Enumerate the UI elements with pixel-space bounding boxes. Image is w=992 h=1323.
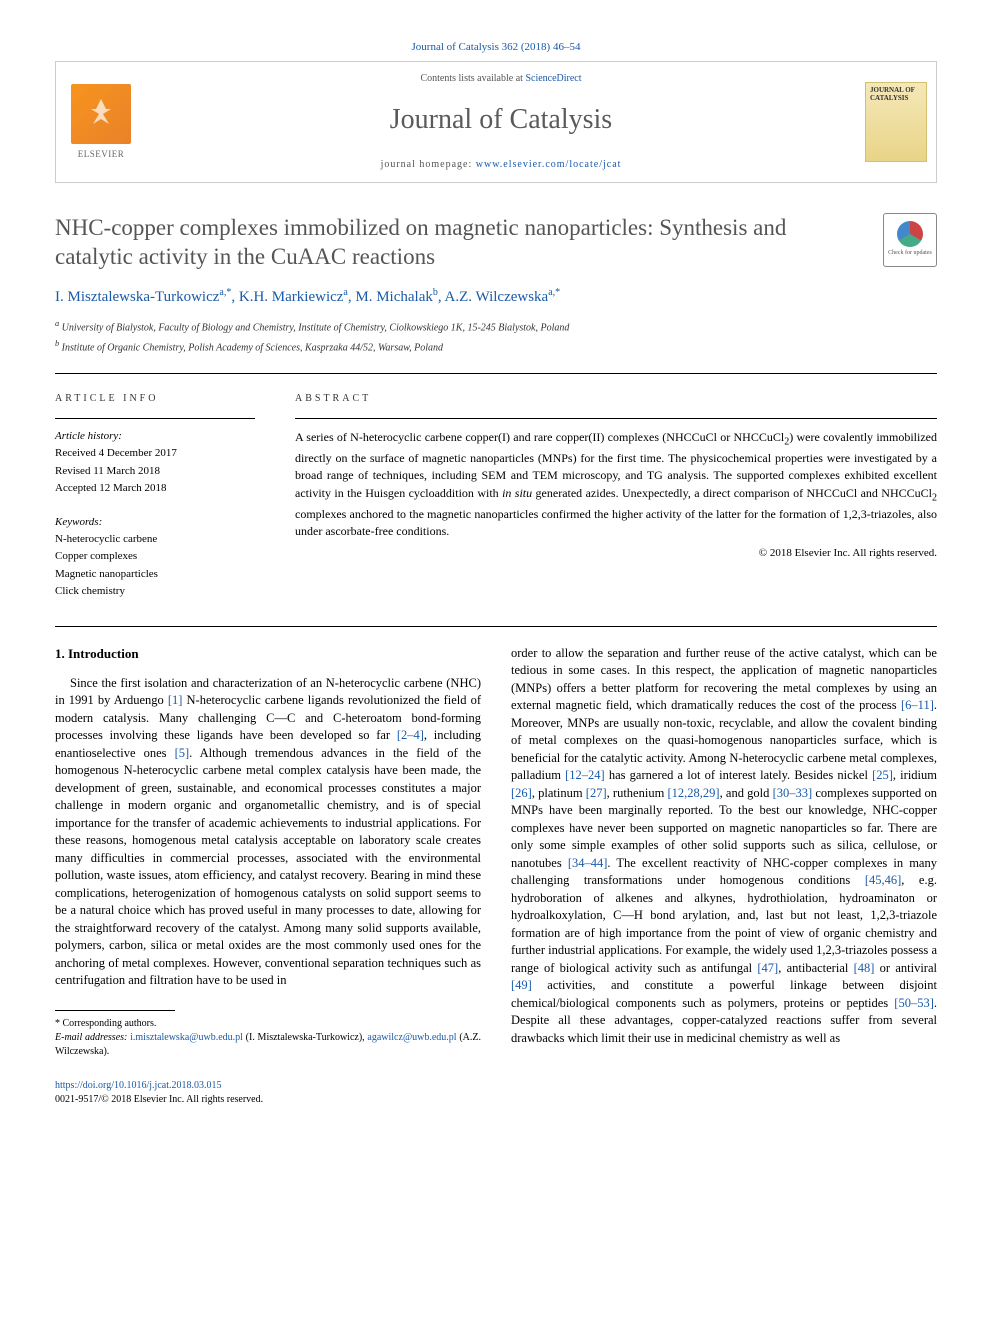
check-updates-icon bbox=[897, 221, 923, 247]
authors-line: I. Misztalewska-Turkowicza,*, K.H. Marki… bbox=[55, 286, 937, 308]
ref-link[interactable]: [12,28,29] bbox=[668, 786, 720, 800]
ref-link[interactable]: [2–4] bbox=[397, 728, 424, 742]
intro-para-2: order to allow the separation and furthe… bbox=[511, 645, 937, 1048]
journal-name: Journal of Catalysis bbox=[156, 100, 846, 139]
journal-cover: JOURNAL OF CATALYSIS bbox=[856, 62, 936, 181]
abstract-text: A series of N-heterocyclic carbene coppe… bbox=[295, 429, 937, 540]
footnote-separator bbox=[55, 1010, 175, 1011]
author-3[interactable]: M. Michalak bbox=[355, 289, 432, 305]
email-link[interactable]: i.misztalewska@uwb.edu.pl bbox=[130, 1032, 243, 1043]
elsevier-logo: ELSEVIER bbox=[56, 62, 146, 181]
check-updates-badge[interactable]: Check for updates bbox=[883, 213, 937, 267]
homepage-line: journal homepage: www.elsevier.com/locat… bbox=[156, 158, 846, 172]
intro-heading: 1. Introduction bbox=[55, 645, 481, 663]
corresponding-footnote: * Corresponding authors. E-mail addresse… bbox=[55, 1017, 481, 1059]
divider bbox=[55, 373, 937, 374]
doi-link[interactable]: https://doi.org/10.1016/j.jcat.2018.03.0… bbox=[55, 1079, 481, 1093]
elsevier-label: ELSEVIER bbox=[78, 148, 125, 161]
article-info-heading: ARTICLE INFO bbox=[55, 392, 255, 406]
article-info: ARTICLE INFO Article history: Received 4… bbox=[55, 392, 255, 602]
contents-line: Contents lists available at ScienceDirec… bbox=[156, 72, 846, 86]
ref-link[interactable]: [27] bbox=[586, 786, 607, 800]
column-1: 1. Introduction Since the first isolatio… bbox=[55, 645, 481, 1107]
ref-link[interactable]: [48] bbox=[854, 961, 875, 975]
ref-link[interactable]: [45,46] bbox=[865, 873, 901, 887]
author-1[interactable]: I. Misztalewska-Turkowicz bbox=[55, 289, 219, 305]
ref-link[interactable]: [12–24] bbox=[565, 768, 605, 782]
article-title: NHC-copper complexes immobilized on magn… bbox=[55, 213, 863, 273]
intro-para-1: Since the first isolation and characteri… bbox=[55, 675, 481, 990]
ref-link[interactable]: [25] bbox=[872, 768, 893, 782]
column-2: order to allow the separation and furthe… bbox=[511, 645, 937, 1107]
abstract-heading: ABSTRACT bbox=[295, 392, 937, 406]
ref-link[interactable]: [30–33] bbox=[773, 786, 813, 800]
ref-link[interactable]: [5] bbox=[175, 746, 190, 760]
email-link[interactable]: agawilcz@uwb.edu.pl bbox=[367, 1032, 456, 1043]
author-4[interactable]: A.Z. Wilczewska bbox=[445, 289, 549, 305]
doi-block: https://doi.org/10.1016/j.jcat.2018.03.0… bbox=[55, 1079, 481, 1107]
abstract-copyright: © 2018 Elsevier Inc. All rights reserved… bbox=[295, 546, 937, 561]
abstract: ABSTRACT A series of N-heterocyclic carb… bbox=[295, 392, 937, 602]
ref-link[interactable]: [47] bbox=[757, 961, 778, 975]
ref-link[interactable]: [50–53] bbox=[894, 996, 934, 1010]
ref-link[interactable]: [49] bbox=[511, 978, 532, 992]
ref-link[interactable]: [1] bbox=[168, 693, 183, 707]
journal-header: ELSEVIER Contents lists available at Sci… bbox=[55, 61, 937, 182]
citation-line: Journal of Catalysis 362 (2018) 46–54 bbox=[55, 40, 937, 55]
homepage-link[interactable]: www.elsevier.com/locate/jcat bbox=[476, 159, 622, 170]
ref-link[interactable]: [6–11] bbox=[901, 698, 934, 712]
affiliations: a University of Bialystok, Faculty of Bi… bbox=[55, 318, 937, 355]
author-2[interactable]: K.H. Markiewicz bbox=[239, 289, 344, 305]
divider bbox=[55, 626, 937, 627]
ref-link[interactable]: [34–44] bbox=[568, 856, 608, 870]
sciencedirect-link[interactable]: ScienceDirect bbox=[525, 73, 581, 84]
ref-link[interactable]: [26] bbox=[511, 786, 532, 800]
elsevier-tree-icon bbox=[71, 84, 131, 144]
body-text: 1. Introduction Since the first isolatio… bbox=[55, 645, 937, 1107]
